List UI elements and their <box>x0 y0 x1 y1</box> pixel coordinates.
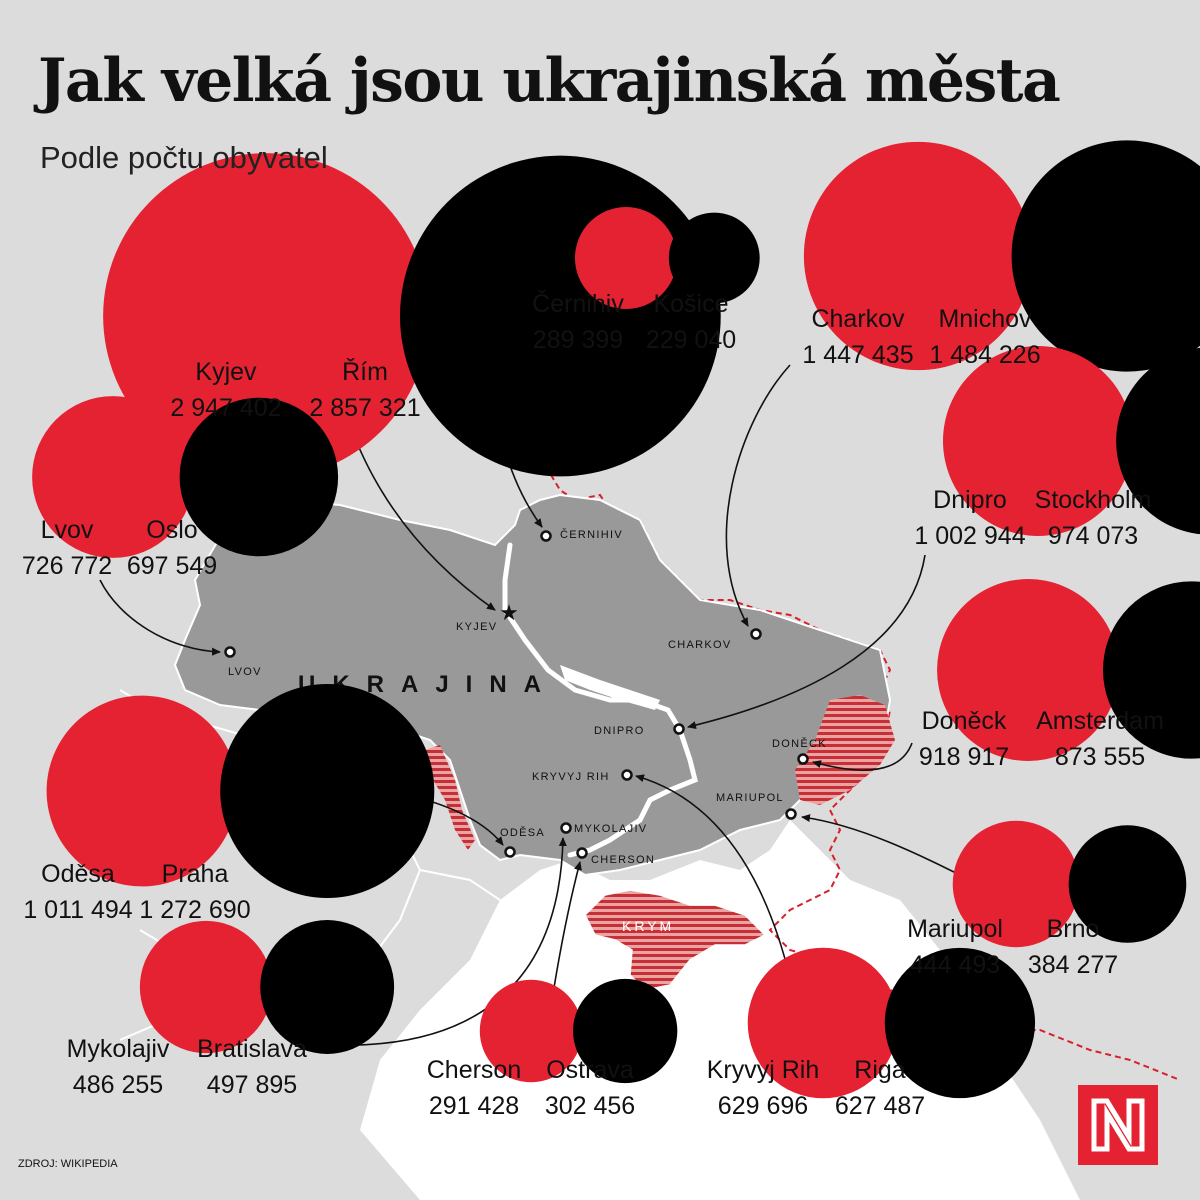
label-other-kryvyj-rih: Riga 627 487 <box>834 1056 926 1120</box>
bubble-other-odesa <box>220 683 435 899</box>
bubble-other-lvov <box>179 397 339 557</box>
city-dot-cernihiv <box>540 530 552 542</box>
city-dot-mykolajiv <box>560 822 572 834</box>
label-ua-cernihiv: Černihiv 289 399 <box>532 290 624 354</box>
arrow-mariupol <box>801 814 971 881</box>
black-sea <box>360 820 1080 1200</box>
map-label-mykolajiv: MYKOLAJIV <box>574 823 647 835</box>
bubble-ua-mariupol <box>952 820 1080 948</box>
label-ua-doneck: Doněck 918 917 <box>918 707 1010 771</box>
arrow-kryvyj-rih <box>635 774 796 1001</box>
map-label-charkov: CHARKOV <box>668 639 732 651</box>
arrow-cherson <box>551 861 582 1001</box>
bubble-other-mariupol <box>1068 825 1187 943</box>
label-ua-lvov: Lvov 726 772 <box>21 516 113 580</box>
bubble-ua-kryvyj_rih <box>747 947 899 1099</box>
arrow-doneck <box>812 742 913 771</box>
map-label-kryvyj-rih: KRYVYJ RIH <box>532 771 610 783</box>
page-title: Jak velká jsou ukrajinská města <box>38 46 1061 116</box>
bubble-other-doneck <box>1103 581 1200 759</box>
brand-logo <box>1078 1085 1158 1165</box>
arrow-charkov <box>725 364 791 627</box>
map-label-doneck: DONĚCK <box>772 737 827 750</box>
label-ua-charkov: Charkov 1 447 435 <box>802 305 914 369</box>
capital-star-icon: ★ <box>499 600 519 625</box>
crimea <box>584 889 767 991</box>
label-ua-mykolajiv: Mykolajiv 486 255 <box>66 1035 170 1099</box>
label-other-kyjev: Řím 2 857 321 <box>309 358 421 422</box>
transnistria <box>425 745 475 850</box>
map-label-mariupol: MARIUPOL <box>716 792 784 804</box>
city-dot-kryvyj-rih <box>621 769 633 781</box>
map-label-dnipro: DNIPRO <box>594 725 645 737</box>
label-other-mariupol: Brno 384 277 <box>1027 915 1119 979</box>
map-label-cherson: CHERSON <box>591 854 655 866</box>
arrow-dnipro <box>687 554 926 730</box>
map-label-lvov: LVOV <box>228 666 262 678</box>
label-ua-cherson: Cherson 291 428 <box>426 1056 522 1120</box>
reservoir <box>560 665 660 710</box>
n-logo-icon <box>1091 1098 1145 1152</box>
label-ua-kryvyj-rih: Kryvyj Rih 629 696 <box>706 1056 820 1120</box>
label-ua-dnipro: Dnipro 1 002 944 <box>914 486 1026 550</box>
label-other-cernihiv: Košice 229 040 <box>645 290 737 354</box>
city-dot-lvov <box>224 646 236 658</box>
label-other-lvov: Oslo 697 549 <box>126 516 218 580</box>
bubble-ua-doneck <box>937 579 1119 761</box>
bubble-ua-odesa <box>46 695 238 887</box>
city-dot-odesa <box>504 846 516 858</box>
label-other-odesa: Praha 1 272 690 <box>139 860 251 924</box>
map-label-cernihiv: ČERNIHIV <box>560 528 623 541</box>
label-other-cherson: Ostrava 302 456 <box>544 1056 636 1120</box>
map-label-kyjev: KYJEV <box>456 621 497 633</box>
label-other-charkov: Mnichov 1 484 226 <box>929 305 1041 369</box>
bubble-other-mykolajiv <box>260 920 395 1054</box>
city-dot-cherson <box>576 847 588 859</box>
city-dot-doneck <box>797 753 809 765</box>
source-note: ZDROJ: WIKIPEDIA <box>18 1158 118 1170</box>
city-markers <box>224 530 809 859</box>
occupied-donbas <box>795 695 895 805</box>
bubble-ua-cernihiv <box>574 206 678 310</box>
map-label-crimea: KRYM <box>622 918 674 934</box>
bubble-ua-charkov <box>803 141 1033 371</box>
label-other-mykolajiv: Bratislava 497 895 <box>197 1035 307 1099</box>
city-dot-mariupol <box>785 808 797 820</box>
bubble-other-cherson <box>572 978 678 1084</box>
bubble-ua-cherson <box>479 979 583 1083</box>
label-other-doneck: Amsterdam 873 555 <box>1036 707 1164 771</box>
population-bubbles <box>32 140 1200 1099</box>
bubble-ua-lvov <box>32 396 194 558</box>
city-dot-dnipro <box>673 723 685 735</box>
arrow-lvov <box>99 579 221 656</box>
label-ua-odesa: Oděsa 1 011 494 <box>23 860 133 924</box>
bubble-ua-kyjev <box>103 153 429 479</box>
map-label-odesa: ODĚSA <box>500 826 545 839</box>
bubble-ua-dnipro <box>942 345 1134 537</box>
bubble-other-kryvyj_rih <box>884 947 1036 1099</box>
rivers <box>502 542 698 858</box>
bubble-ua-mykolajiv <box>139 920 273 1054</box>
label-ua-mariupol: Mariupol 444 493 <box>907 915 1003 979</box>
label-ua-kyjev: Kyjev 2 947 402 <box>170 358 282 422</box>
bubble-other-charkov <box>1011 140 1200 372</box>
city-dot-charkov <box>750 628 762 640</box>
bubble-other-dnipro <box>1116 347 1200 535</box>
page-subtitle: Podle počtu obyvatel <box>40 140 328 175</box>
bubble-other-cernihiv <box>668 212 760 304</box>
label-other-dnipro: Stockholm 974 073 <box>1034 486 1152 550</box>
